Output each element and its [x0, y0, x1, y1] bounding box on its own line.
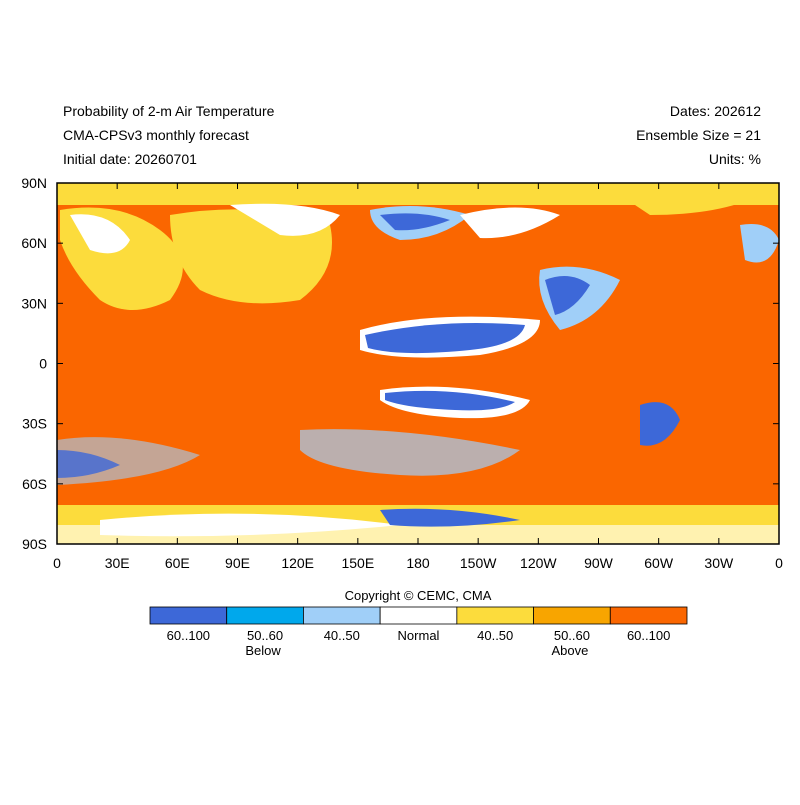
lat-label: 60N [21, 235, 47, 251]
lon-label: 30W [704, 555, 734, 571]
lon-label: 0 [53, 555, 61, 571]
lon-label: 180 [406, 555, 430, 571]
lon-label: 150W [460, 555, 497, 571]
lon-label: 60W [644, 555, 674, 571]
lat-label: 90N [21, 175, 47, 191]
title-line: CMA-CPSv3 monthly forecast [63, 127, 249, 143]
info-line: Units: % [709, 151, 761, 167]
legend-group: Above [551, 643, 588, 658]
legend-swatch [149, 606, 228, 625]
lat-label: 0 [39, 356, 47, 372]
legend-label: Normal [398, 628, 440, 643]
legend: Copyright © CEMC, CMA 60..100 50..60 40..50… [149, 588, 688, 658]
lon-label: 0 [775, 555, 783, 571]
legend-label: 50..60 [247, 628, 283, 643]
copyright: Copyright © CEMC, CMA [345, 588, 492, 603]
map-field [57, 183, 779, 544]
lat-label: 90S [22, 536, 47, 552]
lon-label: 90E [225, 555, 250, 571]
legend-swatch [609, 606, 688, 625]
lon-label: 120E [281, 555, 314, 571]
legend-swatch [456, 606, 534, 625]
legend-swatch [226, 606, 304, 625]
legend-group: Below [245, 643, 281, 658]
legend-swatch [379, 606, 458, 625]
legend-label: 60..100 [167, 628, 210, 643]
legend-label: 40..50 [324, 628, 360, 643]
lon-label: 120W [520, 555, 557, 571]
legend-label: 40..50 [477, 628, 513, 643]
info-line: Ensemble Size = 21 [636, 127, 761, 143]
lat-label: 30S [22, 416, 47, 432]
title-line: Probability of 2-m Air Temperature [63, 103, 275, 119]
lon-label: 90W [584, 555, 614, 571]
legend-label: 60..100 [627, 628, 670, 643]
lat-label: 30N [21, 295, 47, 311]
lon-label: 150E [341, 555, 374, 571]
lon-label: 30E [105, 555, 130, 571]
legend-swatch [303, 606, 381, 625]
lat-label: 60S [22, 476, 47, 492]
lon-label: 60E [165, 555, 190, 571]
title-line: Initial date: 20260701 [63, 151, 197, 167]
legend-swatch [533, 606, 611, 625]
legend-label: 50..60 [554, 628, 590, 643]
info-line: Dates: 202612 [670, 103, 761, 119]
